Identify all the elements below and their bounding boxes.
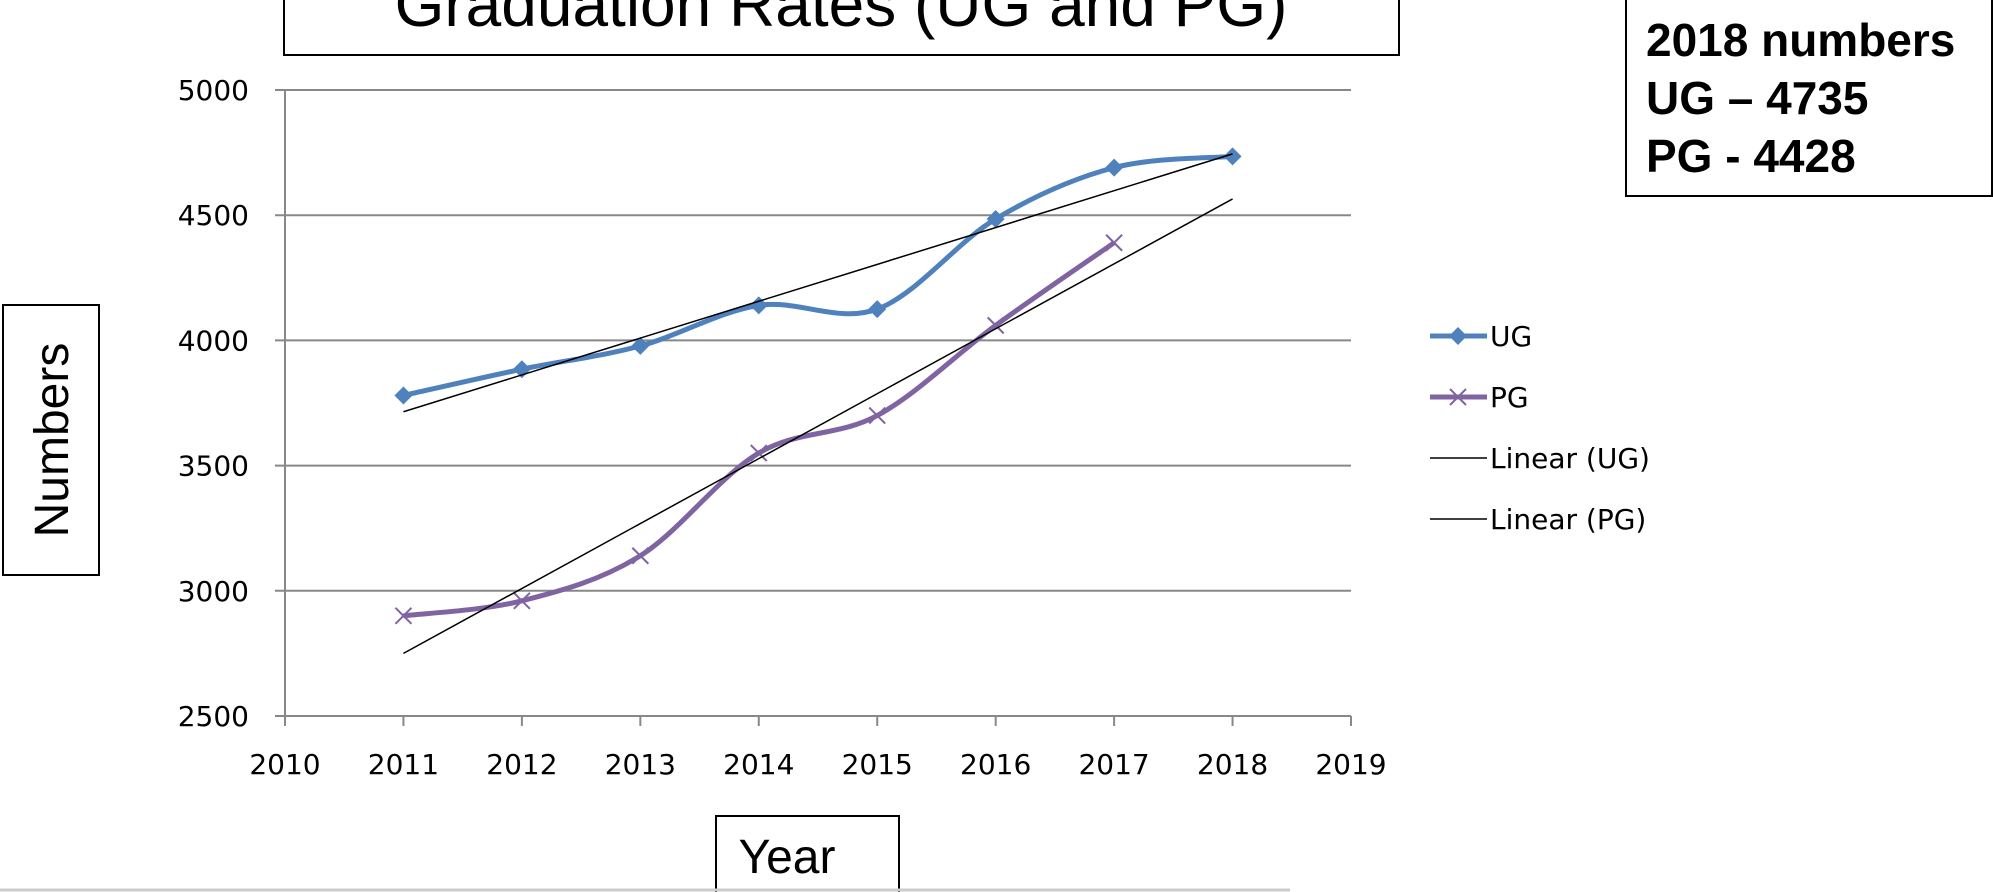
y-tick-label: 4500 (178, 199, 249, 232)
y-tick-label: 2500 (178, 700, 249, 733)
legend-marker (1449, 327, 1467, 345)
chart-title: Graduation Rates (UG and PG) (395, 0, 1288, 40)
marker (631, 547, 650, 565)
legend-label: Linear (UG) (1490, 442, 1650, 475)
x-tick-label: 2011 (368, 748, 439, 781)
marker (868, 300, 887, 319)
xlabel-box (715, 815, 900, 892)
y-tick-label: 3000 (178, 575, 249, 608)
x-axis-label: Year (739, 831, 836, 884)
legend-label: PG (1490, 381, 1529, 414)
x-tick-label: 2019 (1315, 748, 1386, 781)
x-tick-label: 2010 (249, 748, 320, 781)
marker (631, 336, 650, 355)
trendline (403, 153, 1233, 413)
marker (513, 592, 531, 610)
annotation-box (1625, 0, 1993, 197)
x-tick-label: 2013 (605, 748, 676, 781)
x-tick-label: 2018 (1197, 748, 1268, 781)
y-axis-label: Numbers (26, 343, 79, 538)
x-tick-label: 2015 (842, 748, 913, 781)
legend-marker (1449, 388, 1467, 406)
y-tick-label: 5000 (178, 74, 249, 107)
marker (750, 444, 768, 462)
x-tick-label: 2014 (723, 748, 794, 781)
ylabel-box (2, 304, 100, 576)
y-tick-label: 4000 (178, 324, 249, 357)
marker (394, 607, 413, 625)
annotation-line: PG - 4428 (1646, 130, 1856, 182)
marker (986, 209, 1005, 228)
x-tick-label: 2016 (960, 748, 1031, 781)
x-tick-label: 2017 (1078, 748, 1149, 781)
legend-label: Linear (PG) (1490, 503, 1646, 536)
marker (1105, 158, 1124, 177)
annotation-line: 2018 numbers (1646, 14, 1955, 66)
annotation-line: UG – 4735 (1646, 72, 1868, 124)
marker (394, 386, 413, 405)
trendline (403, 198, 1233, 655)
marker (868, 406, 886, 425)
legend-label: UG (1490, 320, 1532, 353)
series-line (402, 153, 1233, 398)
marker (1105, 234, 1123, 252)
marker (1223, 147, 1242, 166)
marker (749, 296, 768, 315)
x-tick-label: 2012 (486, 748, 557, 781)
marker (986, 316, 1005, 335)
y-tick-label: 3500 (178, 450, 249, 483)
title-box (283, 0, 1400, 56)
